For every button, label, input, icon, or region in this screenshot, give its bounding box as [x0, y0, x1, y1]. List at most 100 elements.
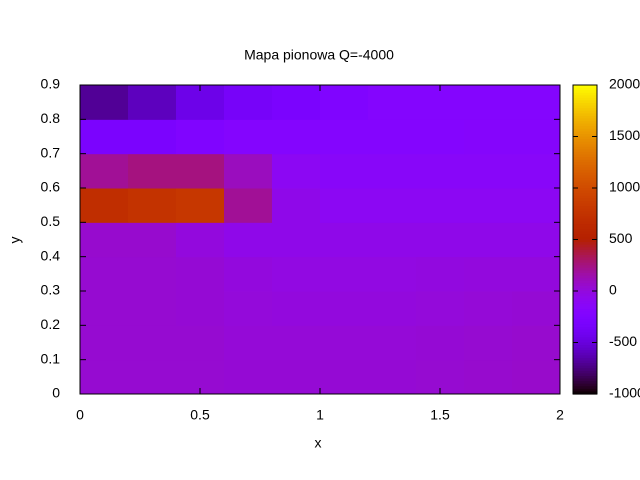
colorbar-step	[573, 242, 597, 246]
heat-cell	[464, 359, 513, 395]
heat-cell	[368, 291, 417, 326]
heat-cell	[368, 325, 417, 361]
colorbar-step	[573, 244, 597, 248]
colorbar-step	[573, 288, 597, 292]
colorbar-step	[573, 278, 597, 282]
colorbar-step	[573, 280, 597, 284]
heat-cell	[128, 359, 177, 395]
x-tick-label: 1	[316, 407, 324, 423]
heat-cell	[80, 85, 129, 120]
colorbar-step	[573, 347, 597, 351]
x-tick-label: 0.5	[190, 407, 210, 423]
colorbar-step	[573, 216, 597, 220]
heat-cell	[272, 119, 321, 155]
y-tick-label: 0.7	[41, 144, 61, 160]
colorbar-step	[573, 247, 597, 251]
heat-cell	[368, 85, 417, 120]
colorbar-step	[573, 144, 597, 148]
heat-cell	[272, 85, 321, 120]
heat-cell	[224, 325, 273, 361]
colorbar-step	[573, 206, 597, 210]
colorbar-step	[573, 257, 597, 261]
heat-cell	[224, 291, 273, 326]
colorbar-step	[573, 355, 597, 359]
heat-cell	[512, 291, 561, 326]
heat-cell	[320, 119, 369, 155]
colorbar-step	[573, 92, 597, 96]
heat-cell	[368, 256, 417, 292]
heat-cell	[512, 256, 561, 292]
colorbar-step	[573, 306, 597, 310]
colorbar-step	[573, 195, 597, 199]
colorbar-step	[573, 378, 597, 382]
colorbar-step	[573, 239, 597, 243]
colorbar-step	[573, 316, 597, 320]
colorbar-step	[573, 211, 597, 215]
heat-cell	[416, 153, 465, 189]
colorbar-step	[573, 190, 597, 194]
colorbar-step	[573, 303, 597, 308]
colorbar-step	[573, 169, 597, 174]
colorbar-step	[573, 126, 597, 130]
colorbar-step	[573, 234, 597, 238]
colorbar-step	[573, 200, 597, 205]
colorbar-step	[573, 329, 597, 333]
heat-cell	[320, 222, 369, 258]
y-tick-label: 0.1	[41, 350, 61, 366]
heat-cell	[464, 119, 513, 155]
colorbar-step	[573, 164, 597, 168]
heat-cell	[320, 256, 369, 292]
colorbar-step	[573, 108, 597, 112]
colorbar-step	[573, 226, 597, 230]
colorbar-step	[573, 157, 597, 161]
colorbar-step	[573, 370, 597, 374]
colorbar-step	[573, 154, 597, 158]
heat-cell	[272, 153, 321, 189]
colorbar-step	[573, 121, 597, 125]
colorbar-step	[573, 128, 597, 132]
y-axis-label: y	[7, 237, 23, 244]
heat-cell	[368, 188, 417, 223]
x-tick-label: 0	[76, 407, 84, 423]
colorbar-step	[573, 324, 597, 328]
heat-cell	[464, 85, 513, 120]
heat-cell	[512, 119, 561, 155]
colorbar-step	[573, 180, 597, 184]
colorbar-step	[573, 218, 597, 223]
heat-cell	[512, 222, 561, 258]
heat-cell	[416, 256, 465, 292]
heat-cell	[320, 85, 369, 120]
heat-cell	[320, 153, 369, 189]
colorbar-step	[573, 260, 597, 264]
colorbar-step	[573, 167, 597, 171]
chart-title: Mapa pionowa Q=-4000	[244, 47, 394, 63]
colorbar-step	[573, 105, 597, 109]
heat-cell	[368, 153, 417, 189]
colorbar-step	[573, 231, 597, 235]
heat-cell	[368, 359, 417, 395]
heat-cell	[176, 222, 225, 258]
heat-cell	[272, 256, 321, 292]
heat-cell	[416, 119, 465, 155]
heat-cell	[272, 222, 321, 258]
heat-cell	[128, 291, 177, 326]
heat-cell	[176, 325, 225, 361]
heat-cell	[176, 256, 225, 292]
colorbar-step	[573, 342, 597, 346]
colorbar-step	[573, 229, 597, 233]
colorbar-step	[573, 301, 597, 305]
colorbar-step	[573, 357, 597, 362]
heat-cell	[512, 153, 561, 189]
y-tick-label: 0.8	[41, 110, 61, 126]
heat-cell	[320, 188, 369, 223]
colorbar-step	[573, 136, 597, 140]
colorbar-step	[573, 87, 597, 91]
colorbar-step	[573, 97, 597, 102]
colorbar-step	[573, 188, 597, 192]
colorbar-step	[573, 327, 597, 331]
heat-cell	[272, 359, 321, 395]
colorbar-step	[573, 352, 597, 356]
heat-cell	[80, 222, 129, 258]
colorbar-step	[573, 236, 597, 241]
x-tick-label: 2	[556, 407, 564, 423]
